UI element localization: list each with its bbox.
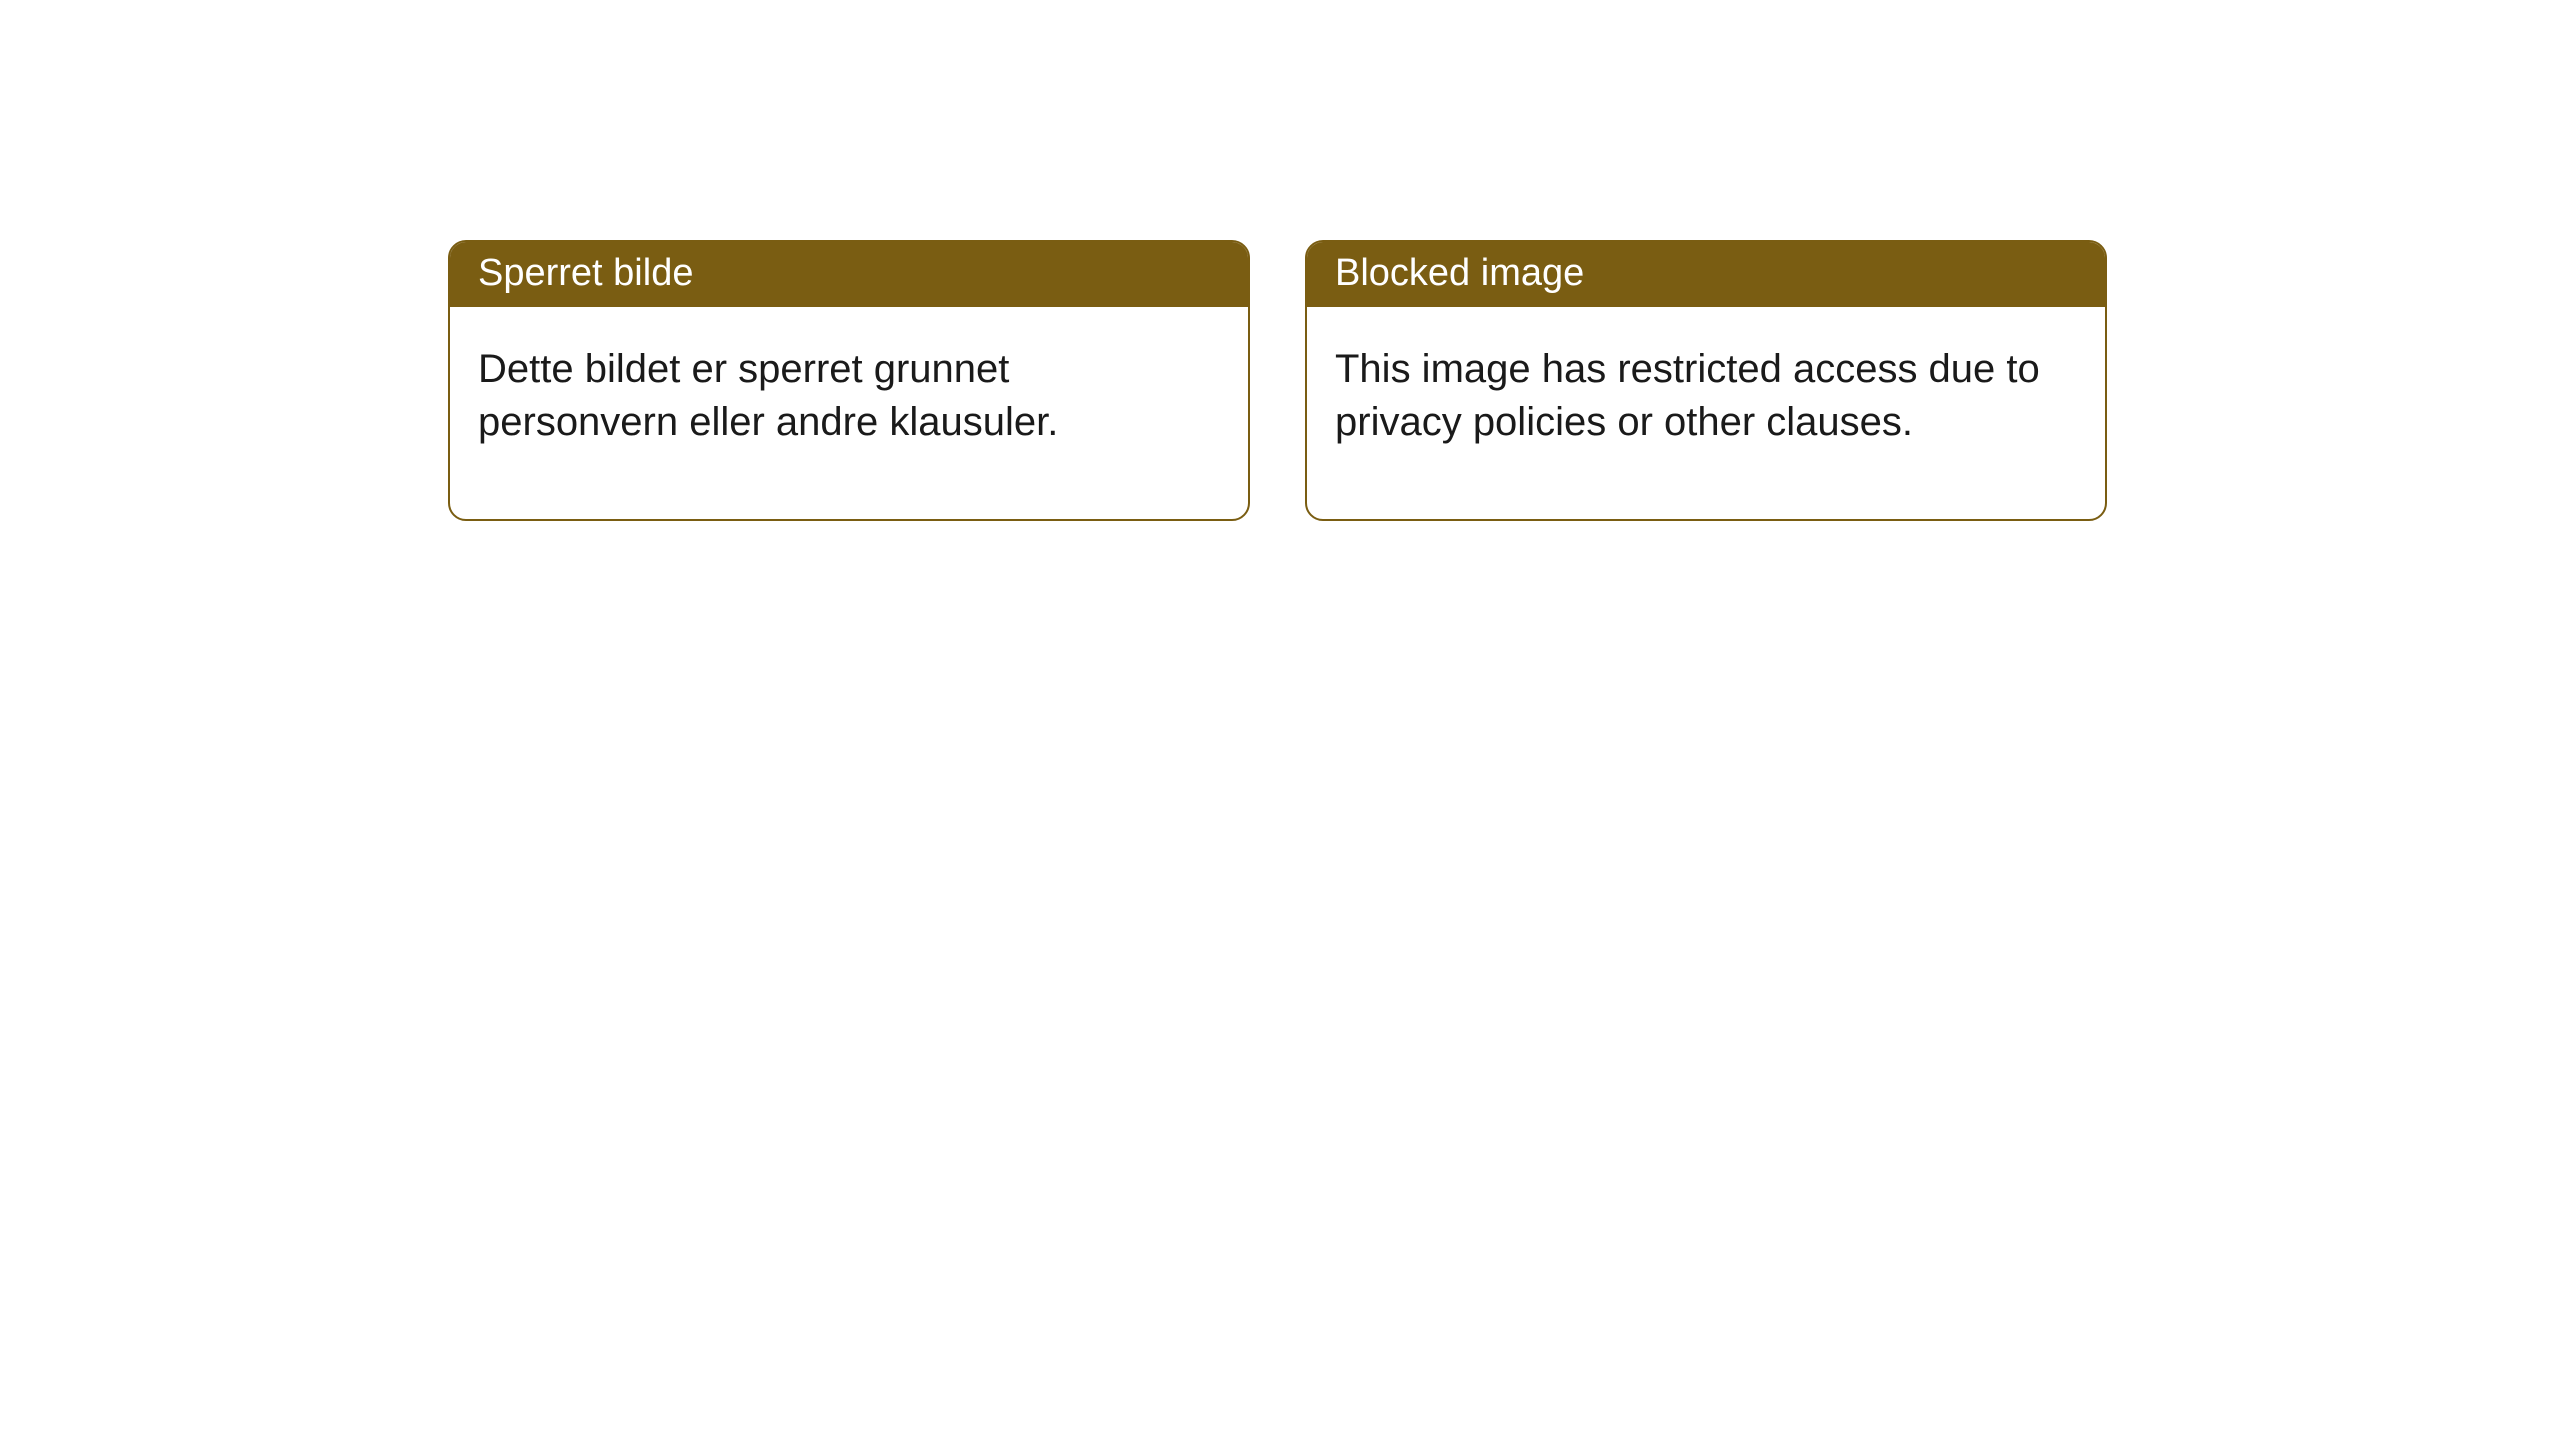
notice-card-en: Blocked image This image has restricted …: [1305, 240, 2107, 521]
notice-body-no: Dette bildet er sperret grunnet personve…: [450, 307, 1248, 519]
notice-header-en: Blocked image: [1307, 242, 2105, 307]
notice-container: Sperret bilde Dette bildet er sperret gr…: [448, 240, 2107, 521]
notice-body-en: This image has restricted access due to …: [1307, 307, 2105, 519]
notice-header-no: Sperret bilde: [450, 242, 1248, 307]
notice-card-no: Sperret bilde Dette bildet er sperret gr…: [448, 240, 1250, 521]
